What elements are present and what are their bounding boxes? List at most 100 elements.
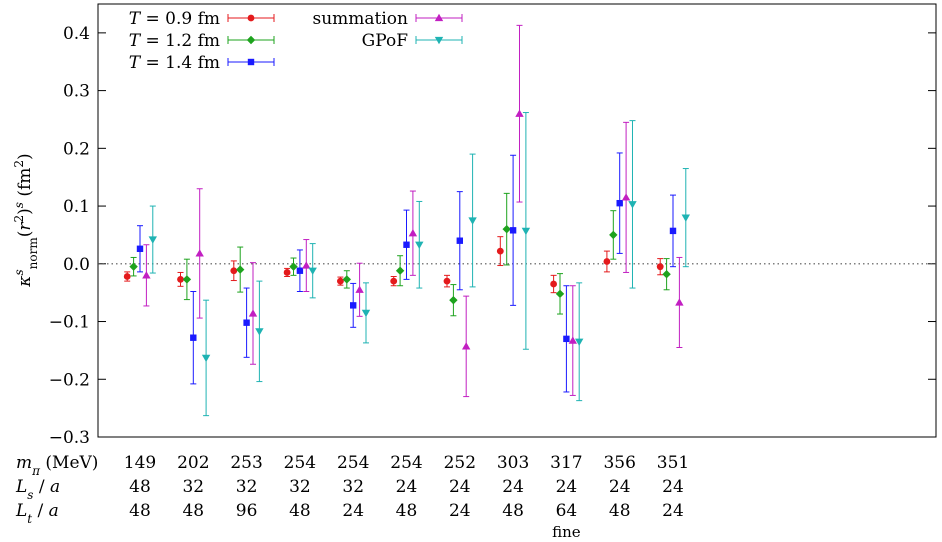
data-point — [628, 201, 637, 209]
data-point — [468, 217, 477, 225]
legend-label: T = 0.9 fm — [129, 9, 220, 29]
data-point — [515, 109, 524, 117]
table-cell: 351 — [657, 453, 689, 473]
plot-frame — [97, 3, 937, 438]
data-point — [123, 273, 131, 280]
legend-marker — [247, 14, 255, 22]
table-cell: 32 — [289, 477, 311, 497]
legend-label: summation — [312, 9, 408, 29]
row-label: Ls / a — [15, 477, 60, 502]
data-point — [415, 241, 424, 249]
annotation-label: fine — [552, 523, 581, 541]
data-point — [190, 334, 197, 341]
data-point — [308, 267, 317, 275]
table-cell: 356 — [603, 453, 635, 473]
y-tick-label: 0.0 — [63, 255, 90, 275]
table-cell: 24 — [662, 477, 684, 497]
data-point — [609, 230, 618, 240]
data-point — [255, 328, 264, 336]
data-point — [550, 280, 558, 288]
y-tick-label: −0.2 — [49, 370, 90, 390]
data-point — [568, 336, 577, 344]
legend: T = 0.9 fmT = 1.2 fmT = 1.4 fm summationG… — [129, 9, 463, 73]
data-point — [403, 241, 410, 248]
data-point — [456, 237, 463, 244]
table-cell: 48 — [609, 501, 631, 521]
series-summation — [142, 24, 684, 398]
y-tick-label: 0.1 — [63, 197, 90, 217]
data-point — [342, 275, 352, 284]
y-tick-label: −0.3 — [49, 428, 90, 448]
table-cell: 24 — [449, 477, 471, 497]
data-point — [521, 227, 531, 236]
data-point — [283, 269, 291, 276]
table-cell: 254 — [390, 453, 422, 473]
table-cell: 24 — [396, 477, 418, 497]
data-point — [230, 267, 238, 275]
data-point — [662, 269, 671, 279]
data-point — [563, 335, 570, 343]
data-point — [616, 199, 623, 207]
series-t-1-2-fm — [129, 192, 671, 317]
table-cell: 24 — [502, 477, 524, 497]
table-cell: 252 — [444, 453, 476, 473]
table-cell: 32 — [236, 477, 258, 497]
data-point — [669, 227, 677, 235]
data-point — [195, 249, 204, 257]
table-cell: 254 — [284, 453, 316, 473]
data-point — [296, 267, 304, 274]
table-cell: 48 — [396, 501, 418, 521]
y-axis-ticks: −0.3 −0.2 −0.1 0.0 0.1 0.2 0.3 0.4 — [49, 24, 936, 448]
table-cell: 64 — [556, 501, 578, 521]
table-cell: 254 — [337, 453, 369, 473]
series-layer — [123, 24, 690, 417]
data-point — [142, 271, 151, 279]
table-cell: 317 — [550, 453, 582, 473]
table-cell: 303 — [497, 453, 529, 473]
data-point — [681, 214, 690, 222]
data-point — [243, 319, 250, 326]
data-point — [337, 277, 344, 285]
plot-border — [97, 3, 937, 438]
data-point — [449, 295, 458, 305]
data-point — [675, 298, 684, 306]
data-point — [148, 236, 157, 244]
legend-label: GPoF — [362, 31, 409, 51]
y-tick-label: 0.3 — [63, 82, 90, 102]
legend-marker — [247, 58, 255, 66]
data-point — [509, 227, 517, 234]
data-point — [574, 338, 584, 346]
legend-marker — [434, 13, 444, 22]
legend-label: T = 1.4 fm — [129, 53, 220, 73]
data-point — [248, 309, 258, 317]
data-point — [395, 266, 405, 275]
legend-label: T = 1.2 fm — [129, 31, 220, 51]
legend-marker — [434, 36, 444, 45]
data-point — [136, 245, 144, 252]
series-t-1-4-fm — [136, 152, 677, 393]
y-axis-label: κsnorm(r2)s (fm2) — [12, 153, 40, 287]
legend-marker — [246, 35, 256, 45]
table-cell: 48 — [129, 477, 151, 497]
data-point — [496, 247, 504, 255]
y-tick-label: 0.2 — [63, 139, 90, 159]
data-point — [443, 277, 451, 285]
data-point — [177, 275, 184, 283]
data-point — [408, 229, 418, 237]
table-cell: 48 — [289, 501, 311, 521]
data-point — [302, 261, 311, 269]
series-t-0-9-fm — [123, 236, 664, 294]
data-point — [621, 193, 631, 201]
data-point — [355, 285, 364, 293]
lattice-parameter-table: mπ (MeV) 149 202 253 254 254 254 252 303 317 356 35… — [15, 453, 689, 541]
table-cell: 24 — [609, 477, 631, 497]
data-point — [182, 275, 192, 284]
table-cell: 24 — [342, 501, 364, 521]
data-point — [390, 277, 398, 285]
row-label: Lt / a — [15, 501, 59, 526]
y-axis-label-text: κsnorm(r2)s (fm2) — [12, 153, 40, 287]
table-cell: 48 — [502, 501, 524, 521]
table-cell: 253 — [230, 453, 262, 473]
